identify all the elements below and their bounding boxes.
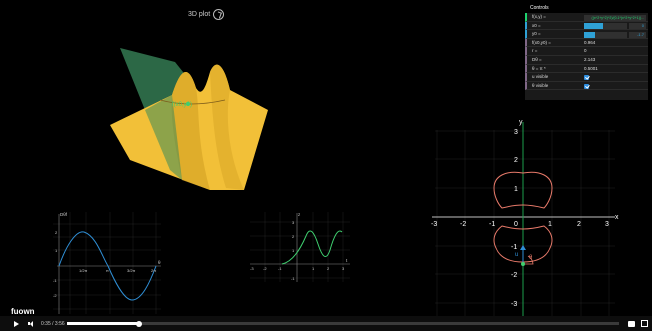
graph-mid-xtick: 3	[342, 266, 345, 271]
control-row-u-visible[interactable]: u visible	[525, 73, 648, 82]
graph-left-ytick: 1	[55, 248, 58, 253]
control-row-x0[interactable]: x0 = 0	[525, 21, 648, 31]
graph-left-x-label: θ	[158, 260, 161, 265]
contour-xtick: -3	[431, 221, 437, 228]
contour-xtick: -1	[489, 221, 495, 228]
surface-point	[186, 102, 190, 106]
control-label: θ visible	[532, 82, 549, 88]
reset-view-icon[interactable]	[213, 9, 225, 20]
surface-shade	[171, 71, 210, 190]
surface-point-label: f(x0,y0)	[172, 102, 192, 108]
logo: fuown	[11, 307, 35, 316]
u-visible-checkbox[interactable]	[584, 74, 589, 80]
graph-left-xtick: 2π	[151, 268, 156, 273]
y0-slider-fill	[584, 31, 595, 38]
control-label: y0 =	[532, 31, 541, 37]
captions-icon[interactable]	[628, 320, 635, 327]
contour-ytick: -2	[511, 272, 517, 279]
theta-visible-checkbox[interactable]	[584, 83, 589, 89]
graph-mid-x-label: t	[346, 258, 348, 263]
plot-title: 3D plot	[188, 9, 225, 20]
control-row-theta: θ = π * 0.5001	[525, 64, 648, 74]
control-row-y0[interactable]: y0 = -1.7	[525, 30, 648, 39]
graph-left-ytick: -2	[53, 293, 57, 298]
y0-slider[interactable]	[584, 31, 627, 38]
control-label: f(x,y) =	[532, 14, 546, 19]
surface-curve	[159, 99, 226, 105]
contour-xtick: -2	[460, 221, 466, 228]
contour-ytick: 2	[514, 157, 518, 164]
contour-point	[521, 262, 525, 266]
graph-mid-ytick: 2	[292, 234, 295, 239]
graph-left: Dθf θ 2 1 -1 -2 1/2π π 3/2π 2π	[53, 212, 161, 314]
control-row-derivative: Dθ = 2.143	[525, 55, 648, 65]
contour-ytick: 1	[514, 186, 518, 193]
contour-xtick: 0	[514, 221, 518, 228]
y0-input[interactable]: -1.7	[629, 31, 646, 38]
x0-input[interactable]: 0	[629, 23, 646, 30]
graph-mid-xtick: 1	[312, 266, 315, 271]
contour-ytick: -1	[511, 244, 517, 251]
control-label: x0 =	[532, 22, 541, 28]
graph-mid-xtick: -2	[263, 266, 267, 271]
video-player-bar: 0:35 / 3:56	[0, 316, 652, 331]
control-row-r: r = 0	[525, 47, 648, 56]
control-label: Dθ =	[532, 56, 542, 62]
play-icon[interactable]	[14, 320, 19, 327]
control-row-theta-visible[interactable]: θ visible	[525, 81, 648, 91]
contour-theta-label: θ	[529, 255, 533, 261]
graph-mid-ytick: 3	[292, 220, 295, 225]
surface-shade-2	[210, 64, 244, 190]
contour-ytick: 3	[514, 129, 518, 136]
plot-title-text: 3D plot	[188, 11, 211, 18]
graph-mid-xtick: 2	[327, 266, 330, 271]
graph-mid-xtick: -1	[278, 266, 282, 271]
contour-plot: x y u θ -3 -2 -1 0 1 2 3 3 2 1 -1 -2 -3	[431, 119, 619, 316]
control-label: u visible	[532, 74, 549, 80]
contour-u-label: u	[515, 252, 518, 258]
graph-mid-y-label: z	[298, 212, 301, 217]
contour-xtick: 3	[605, 221, 609, 228]
control-label: r =	[532, 48, 538, 54]
time-display: 0:35 / 3:56	[41, 320, 65, 327]
controls-header[interactable]: Controls	[525, 4, 648, 13]
controls-panel: Controls f(x,y) = ((x^2+y^2)^2)/(0.1*(x^…	[525, 4, 648, 100]
function-input[interactable]: ((x^2+y^2)^2)/(0.1*(x^2+y^2+1))...	[584, 14, 646, 21]
control-row-function[interactable]: f(x,y) = ((x^2+y^2)^2)/(0.1*(x^2+y^2+1))…	[525, 13, 648, 22]
theta-value: 0.5001	[584, 65, 598, 71]
graph-mid-ytick: -1	[291, 276, 295, 281]
fullscreen-icon[interactable]	[641, 320, 648, 327]
graph-left-ytick: 2	[55, 230, 58, 235]
graph-left-xtick: 3/2π	[127, 268, 136, 273]
r-value: 0	[584, 48, 587, 54]
graph-mid-xtick: -3	[250, 266, 254, 271]
contour-y-label: y	[519, 119, 523, 126]
progress-knob[interactable]	[135, 320, 142, 327]
progress-track[interactable]	[67, 320, 619, 327]
tangent-plane-front	[145, 95, 182, 180]
x0-slider-fill	[584, 23, 604, 30]
contour-ytick: -3	[511, 301, 517, 308]
contour-xtick: 2	[577, 221, 581, 228]
contour-xtick: 1	[548, 221, 552, 228]
graph-mid: z t 3 2 1 -1 -3 -2 -1 1 2 3	[250, 212, 350, 282]
graph-left-y-label: Dθf	[60, 212, 68, 217]
control-row-f-value: f(x0,y0) = 0.964	[525, 38, 648, 48]
graph-left-xtick: 1/2π	[79, 268, 88, 273]
contour-x-label: x	[615, 214, 619, 221]
graph-left-ytick: -1	[53, 278, 57, 283]
graph-mid-ytick: 1	[292, 248, 295, 253]
progress-played	[67, 322, 139, 325]
graph-left-xtick: π	[106, 268, 109, 273]
x0-slider[interactable]	[584, 23, 627, 30]
control-label: f(x0,y0) =	[532, 39, 551, 45]
f-value: 0.964	[584, 39, 596, 45]
derivative-value: 2.143	[584, 56, 596, 62]
control-label: θ = π *	[532, 65, 546, 71]
volume-icon[interactable]	[28, 320, 34, 327]
